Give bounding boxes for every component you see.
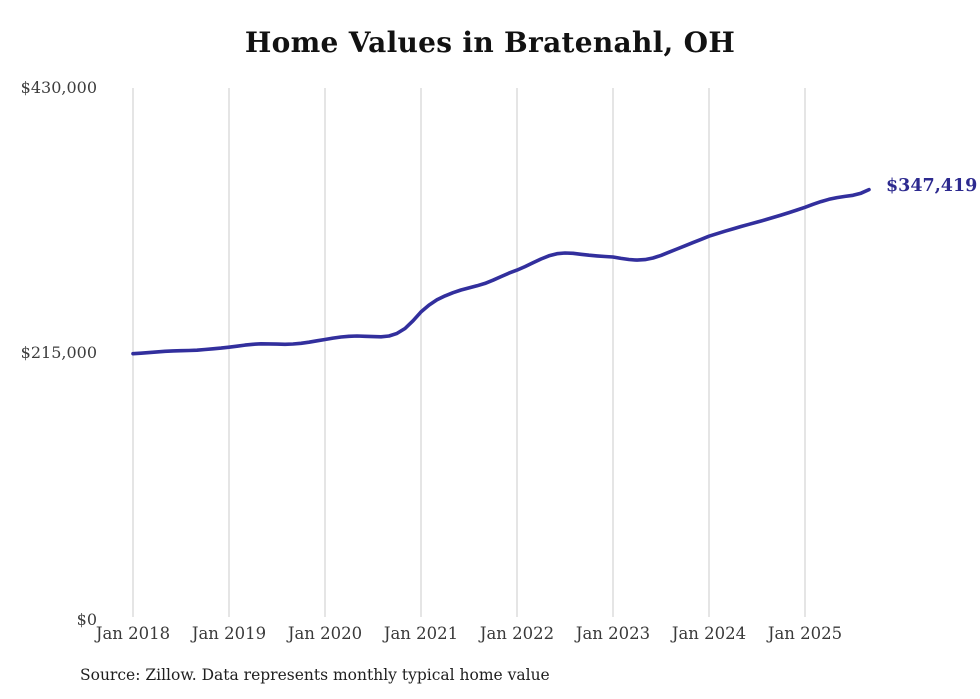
x-axis-label: Jan 2025 [767,624,843,643]
value-line [131,187,871,356]
x-axis-label: Jan 2024 [671,624,747,643]
x-axis-label: Jan 2018 [95,624,171,643]
gridlines [132,88,806,617]
x-axis-label: Jan 2019 [191,624,267,643]
y-axis-label: $0 [76,610,97,629]
x-axis-label: Jan 2020 [287,624,363,643]
x-axis-label: Jan 2023 [575,624,651,643]
source-note: Source: Zillow. Data represents monthly … [80,666,550,684]
page-title: Home Values in Bratenahl, OH [244,26,736,59]
x-axis-label: Jan 2021 [383,624,459,643]
y-axis-label: $430,000 [20,78,97,97]
end-value-label: $347,419 [886,175,978,196]
x-axis-label: Jan 2022 [479,624,555,643]
y-axis-label: $215,000 [20,342,97,362]
